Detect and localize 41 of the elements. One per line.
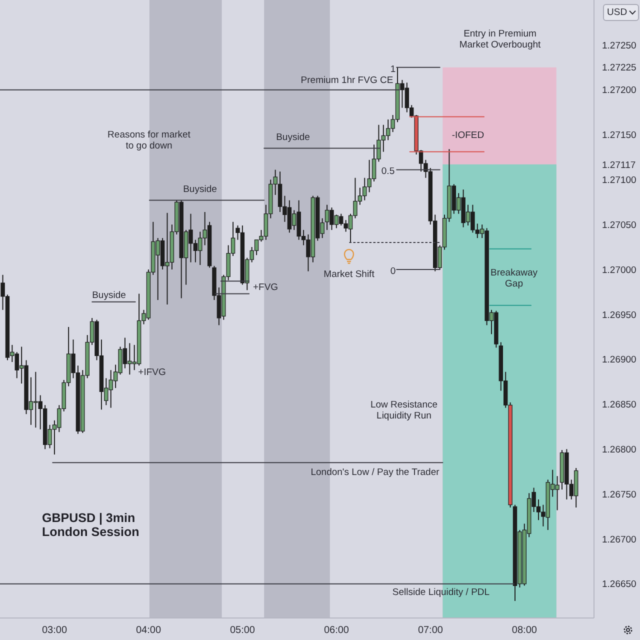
x-tick-label: 08:00 <box>512 625 538 636</box>
x-tick-label: 03:00 <box>42 625 68 636</box>
y-tick-label: 1.26900 <box>602 354 636 366</box>
y-tick-label: 1.26850 <box>602 400 636 411</box>
annotation: Buyside <box>92 290 126 300</box>
annotation: Sellside Liquidity / PDL <box>392 586 490 598</box>
annotation: Premium 1hr FVG CE <box>300 74 394 86</box>
y-tick-label: 1.27100 <box>602 175 636 186</box>
annotation: Buyside <box>276 132 310 142</box>
annotation: Breakaway Gap <box>490 267 538 289</box>
annotation: 1 <box>390 64 396 74</box>
x-tick-label: 07:00 <box>418 625 444 636</box>
y-tick-label: 1.26750 <box>602 489 636 500</box>
x-tick-label: 04:00 <box>136 625 162 636</box>
annotation: London's Low / Pay the Trader <box>310 466 440 478</box>
annotation: Buyside <box>183 184 217 194</box>
annotation: 0 <box>390 266 396 276</box>
annotation: Low Resistance Liquidity Run <box>370 399 438 421</box>
annotation: +IFVG <box>138 366 166 378</box>
annotation: Entry in Premium Market Overbought <box>459 28 542 50</box>
text: GBPUSD | 3min <box>42 511 136 525</box>
y-tick-label: 1.26700 <box>602 534 636 546</box>
y-tick-label: 1.27150 <box>602 130 636 142</box>
y-tick-label: 1.26650 <box>602 579 636 590</box>
y-tick-label: 1.26800 <box>602 444 636 456</box>
y-tick-label: 1.27200 <box>602 85 636 96</box>
annotation: Market Shift <box>324 268 375 280</box>
y-tick-label: 1.27117 <box>602 160 636 171</box>
annotation: -IOFED <box>452 130 484 140</box>
y-tick-label: 1.26950 <box>602 310 636 321</box>
y-tick-label: 1.27250 <box>602 40 636 52</box>
text: London Session <box>42 525 140 539</box>
annotation: 0.5 <box>381 166 395 176</box>
y-tick-label: 1.27225 <box>602 62 636 74</box>
y-tick-label: 1.27000 <box>602 264 636 276</box>
x-tick-label: 06:00 <box>324 625 350 636</box>
y-axis-title: USD <box>607 7 628 18</box>
annotation: Reasons for market to go down <box>108 129 191 151</box>
x-tick-label: 05:00 <box>230 625 256 636</box>
annotation: +FVG <box>253 282 278 292</box>
y-tick-label: 1.27050 <box>602 220 636 231</box>
